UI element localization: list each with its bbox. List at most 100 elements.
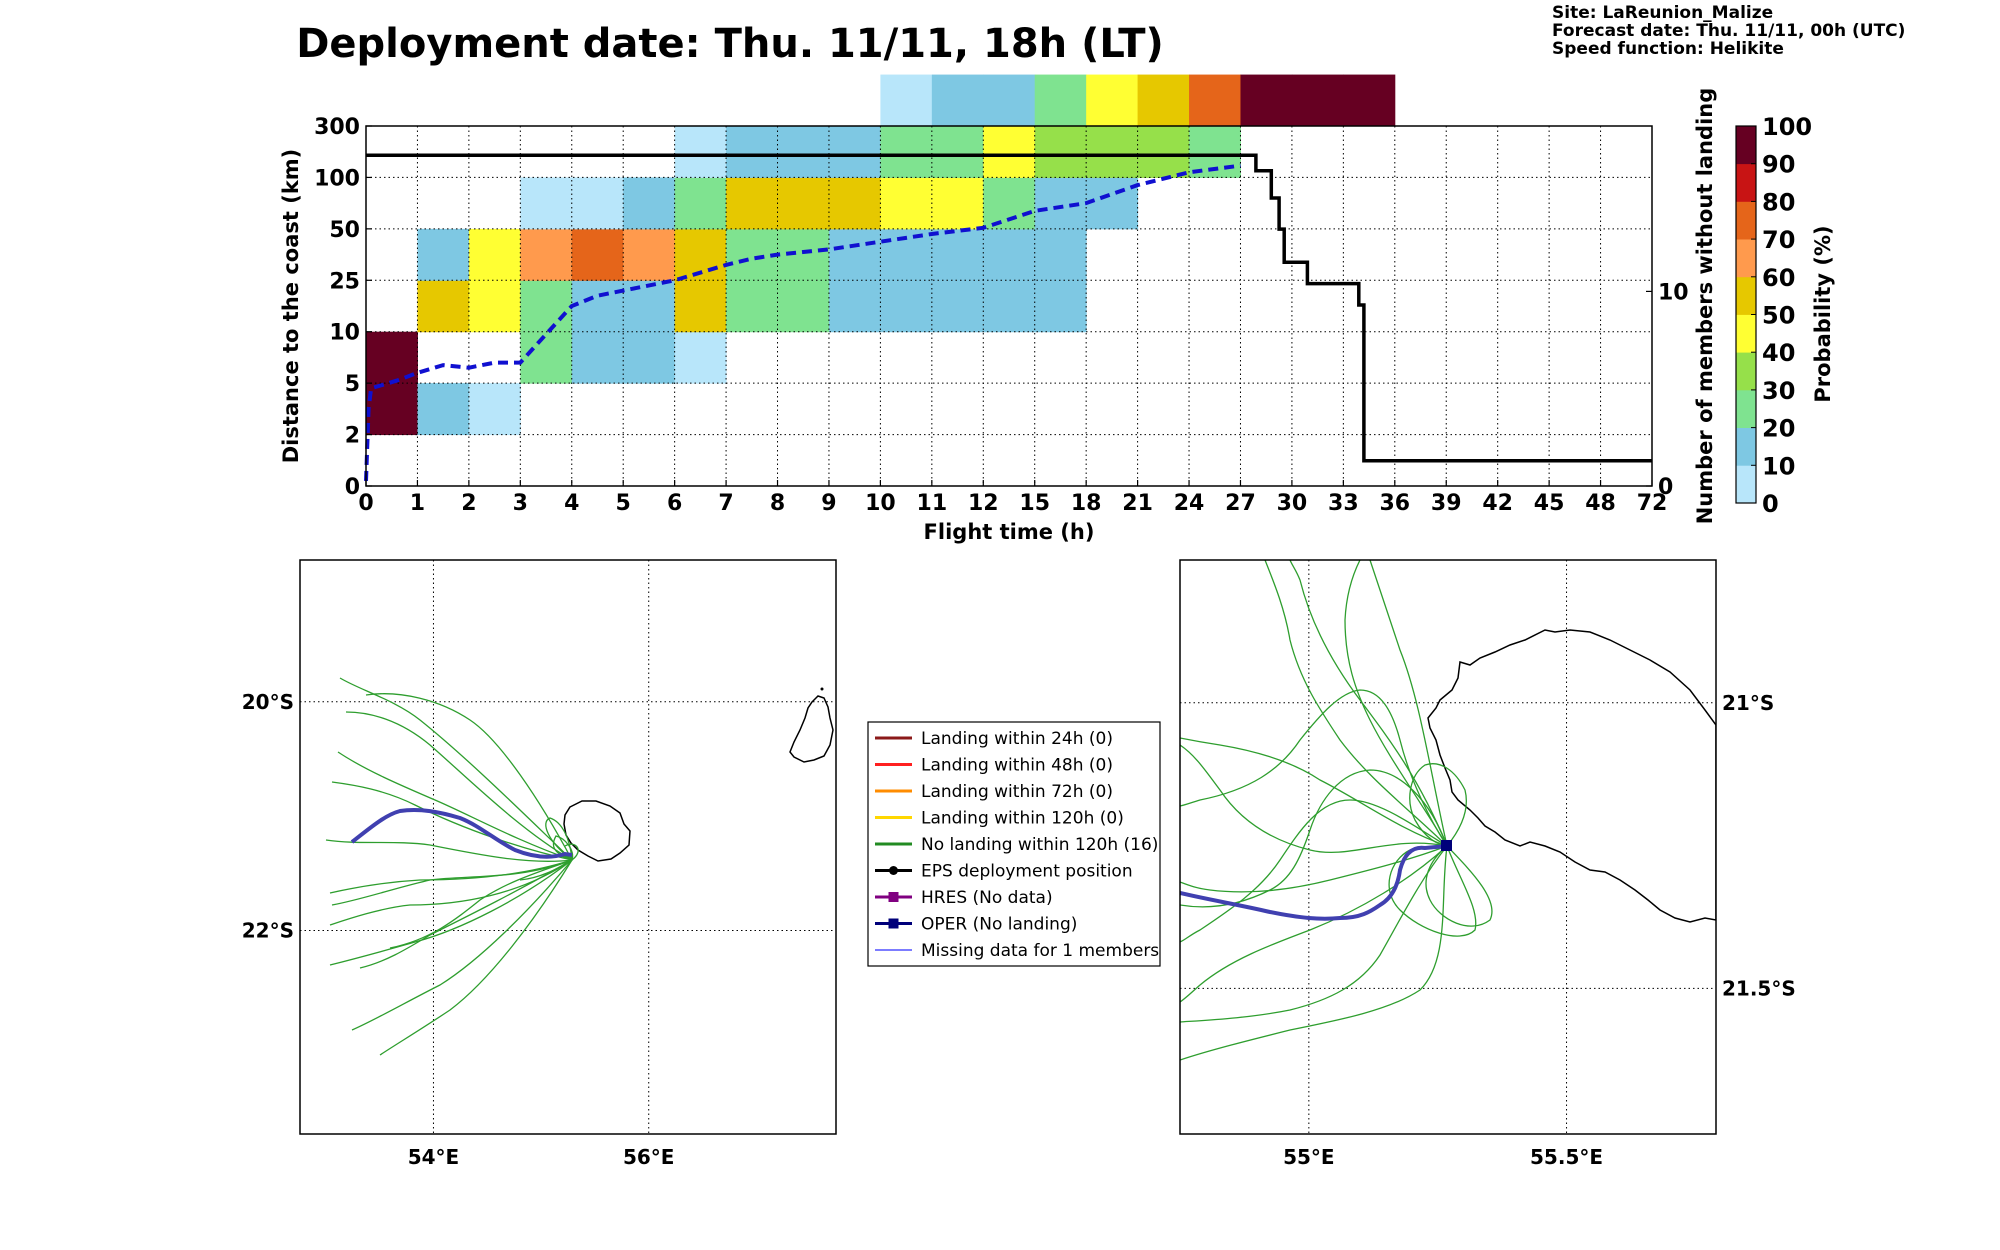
y-tick-label: 300 — [314, 115, 360, 140]
mean-distance-line — [364, 163, 1241, 481]
colorbar-bin — [1736, 163, 1756, 202]
legend-label: No landing within 120h (16) — [921, 835, 1158, 855]
y2-tick-label: 0 — [1658, 475, 1673, 500]
x-tick-label: 15 — [1019, 491, 1050, 516]
heatmap-cell — [828, 280, 881, 333]
heatmap-cell — [1291, 74, 1344, 127]
map-left-frame — [299, 559, 837, 1135]
latitude-label: 21°S — [1722, 691, 1774, 715]
y-axis-label: Distance to the coast (km) — [279, 149, 303, 464]
x-tick-label: 72 — [1637, 491, 1668, 516]
x-axis-label: Flight time (h) — [924, 520, 1095, 544]
heatmap-cell — [520, 177, 573, 230]
heatmap-cell — [931, 74, 984, 127]
oper-trajectory-zoom — [1180, 844, 1448, 921]
heatmap-cell — [828, 228, 881, 281]
x-tick-label: 7 — [718, 491, 733, 516]
longitude-label: 54°E — [408, 1145, 460, 1169]
heatmap-cell — [726, 228, 779, 281]
heatmap-cell — [931, 228, 984, 281]
x-tick-label: 27 — [1225, 491, 1256, 516]
x-tick-label: 21 — [1122, 491, 1153, 516]
heatmap-cell — [1086, 177, 1139, 230]
heatmap-cell — [983, 177, 1036, 230]
colorbar-bin — [1736, 427, 1756, 466]
heatmap-cell — [983, 280, 1036, 333]
colorbar-tick-label: 50 — [1762, 302, 1795, 330]
latitude-label: 20°S — [242, 690, 294, 714]
y-tick-label: 50 — [329, 218, 360, 243]
heatmap-cell — [520, 280, 573, 333]
x-tick-label: 12 — [968, 491, 999, 516]
heatmap-cell — [520, 228, 573, 281]
x-tick-label: 18 — [1071, 491, 1102, 516]
x-tick-label: 10 — [865, 491, 896, 516]
colorbar-bin — [1736, 352, 1756, 391]
legend-item: HRES (No data) — [875, 888, 1053, 908]
heatmap-cell — [1034, 280, 1087, 333]
legend-item: Landing within 120h (0) — [875, 809, 1124, 829]
x-tick-label: 24 — [1174, 491, 1205, 516]
ensemble-trajectories-zoom — [1180, 560, 1493, 1061]
heatmap-cell — [623, 177, 676, 230]
colorbar-tick-label: 20 — [1762, 415, 1795, 443]
legend-item: Missing data for 1 members — [875, 941, 1159, 961]
heatmap-cell — [726, 126, 779, 178]
heatmap-cell — [931, 177, 984, 230]
colorbar-bin — [1736, 276, 1756, 315]
reunion-island-coast — [563, 800, 631, 862]
legend-item: EPS deployment position — [875, 862, 1133, 882]
heatmap-cell — [777, 126, 830, 178]
x-tick-label: 33 — [1328, 491, 1359, 516]
heatmap-cell — [571, 280, 624, 333]
heatmap-cell — [571, 228, 624, 281]
oper-trajectory — [350, 807, 573, 859]
heatmap-cell — [417, 228, 470, 281]
heatmap-cell — [828, 177, 881, 230]
heatmap-cell — [880, 74, 933, 127]
legend-frame — [867, 721, 1161, 967]
x-tick-label: 8 — [770, 491, 785, 516]
heatmap-cell — [674, 177, 727, 230]
legend-item: Landing within 24h (0) — [875, 729, 1113, 749]
legend-item: Landing within 48h (0) — [875, 756, 1113, 776]
colorbar: 0 10 20 30 40 50 60 70 80 90 100 Probability (%) — [1735, 113, 1835, 518]
x-tick-label: 5 — [616, 491, 631, 516]
map-left: 54°E 56°E 20°S 22°S — [242, 559, 837, 1169]
colorbar-label: Probability (%) — [1811, 225, 1835, 402]
heatmap-cell — [1189, 74, 1241, 127]
legend-item: Landing within 72h (0) — [875, 782, 1113, 802]
heatmap-cell — [880, 280, 933, 333]
heatmap-chart: 0 1 2 3 4 5 6 7 8 9 10 11 12 15 18 21 24 27 30 33 36 39 42 45 48… — [279, 74, 1717, 544]
members-without-landing-line — [366, 153, 1652, 463]
oper-deployment-marker — [1441, 840, 1452, 851]
y-tick-label: 5 — [345, 372, 360, 397]
colorbar-tick-label: 90 — [1762, 151, 1795, 179]
latitude-label: 21.5°S — [1722, 976, 1796, 1000]
heatmap-cell — [674, 126, 727, 178]
info-speed-function: Speed function: Helikite — [1552, 39, 1784, 59]
heatmap-cell — [1137, 74, 1190, 127]
x-tick-label: 6 — [667, 491, 682, 516]
info-forecast-date: Forecast date: Thu. 11/11, 00h (UTC) — [1552, 21, 1905, 41]
colorbar-tick-label: 10 — [1762, 452, 1795, 480]
y2-tick-label: 10 — [1658, 280, 1689, 305]
legend-label: Landing within 24h (0) — [921, 729, 1113, 749]
colorbar-bin — [1736, 465, 1756, 504]
x-tick-label: 30 — [1277, 491, 1308, 516]
heatmap-cell — [1240, 74, 1293, 127]
x-tick-label: 11 — [917, 491, 948, 516]
heatmap-cell — [777, 228, 830, 281]
info-site: Site: LaReunion_Malize — [1552, 3, 1773, 23]
x-tick-label: 2 — [461, 491, 476, 516]
heatmap-cell — [931, 126, 984, 178]
x-tick-label: 45 — [1534, 491, 1565, 516]
y-tick-label: 2 — [345, 424, 360, 449]
heatmap-cell — [1034, 126, 1087, 178]
heatmap-cell — [828, 126, 881, 178]
ensemble-trajectories — [325, 677, 579, 1056]
y-tick-label: 100 — [314, 166, 360, 191]
colorbar-bin — [1736, 201, 1756, 240]
legend-marker — [889, 866, 898, 875]
colorbar-bin — [1736, 126, 1756, 165]
